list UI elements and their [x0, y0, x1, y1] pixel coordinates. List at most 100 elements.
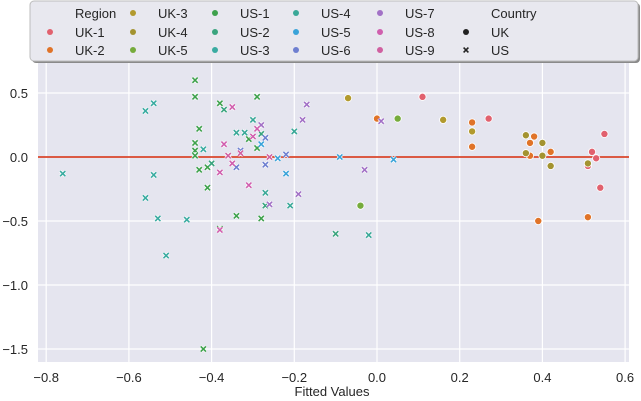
x-marker	[389, 155, 398, 164]
legend-marker-icon	[212, 29, 218, 35]
circle-marker	[393, 114, 402, 123]
circle-marker	[468, 142, 477, 151]
legend-label: US-7	[405, 6, 435, 21]
legend-entry: UK-4	[130, 25, 188, 40]
legend-entry: US-7	[377, 6, 435, 21]
x-marker	[191, 152, 199, 160]
circle-marker	[600, 129, 609, 138]
legend: Region UK-1 UK-2 UK-3 UK-4 UK-5 US-1 US-2 US-3 US…	[29, 0, 640, 63]
y-tick-label: 0.5	[10, 86, 28, 101]
legend-x-marker-icon	[463, 47, 469, 53]
y-tick-label: −1.5	[2, 342, 28, 357]
x-marker	[199, 145, 207, 153]
legend-entry: UK-5	[130, 43, 188, 58]
circle-marker	[546, 161, 555, 170]
x-marker	[261, 189, 270, 197]
circle-marker	[521, 131, 530, 140]
legend-label: UK-1	[75, 25, 105, 40]
x-marker	[203, 184, 212, 192]
x-marker	[199, 345, 207, 353]
x-marker	[336, 153, 344, 161]
x-marker	[59, 169, 67, 178]
circle-marker	[596, 183, 605, 192]
legend-label: Country	[491, 6, 537, 21]
x-tick-label: 0.0	[368, 370, 386, 385]
legend-title: Country	[491, 6, 537, 21]
circle-marker	[534, 216, 543, 225]
y-tick-label: −1.0	[2, 278, 28, 293]
x-marker	[257, 140, 265, 148]
legend-label: UK-2	[75, 43, 105, 58]
legend-entry: US	[463, 43, 509, 58]
x-marker	[286, 201, 294, 210]
x-tick-label: −0.2	[281, 370, 307, 385]
y-tick-label: 0.0	[10, 150, 28, 165]
legend-marker-icon	[212, 10, 218, 16]
x-marker	[232, 129, 241, 137]
x-marker	[282, 169, 290, 178]
legend-label: US-4	[321, 6, 351, 21]
x-marker	[191, 139, 199, 147]
x-marker	[224, 152, 232, 160]
x-marker	[216, 99, 224, 107]
legend-label: UK	[491, 25, 509, 40]
legend-label: UK-3	[158, 6, 188, 21]
x-marker	[241, 129, 249, 137]
plot-background	[38, 40, 629, 362]
x-marker	[141, 194, 150, 202]
x-marker	[228, 103, 236, 111]
x-marker	[220, 140, 228, 148]
legend-entry: US-3	[212, 43, 270, 58]
legend-label: US-6	[321, 43, 351, 58]
x-marker	[365, 231, 373, 239]
circle-marker	[468, 118, 477, 127]
x-marker	[377, 117, 385, 125]
y-tick-label: −0.5	[2, 214, 28, 229]
legend-label: US-5	[321, 25, 351, 40]
x-marker	[303, 100, 311, 109]
x-marker	[261, 161, 270, 169]
legend-marker-icon	[377, 10, 383, 16]
x-marker	[261, 134, 270, 142]
legend-marker-icon	[377, 29, 383, 35]
legend-label: UK-5	[158, 43, 188, 58]
legend-title: Region	[75, 6, 116, 21]
legend-label: Region	[75, 6, 116, 21]
circle-marker	[592, 154, 601, 163]
legend-entry: US-5	[293, 25, 351, 40]
legend-marker-icon	[130, 29, 136, 35]
x-marker	[232, 212, 241, 220]
x-marker	[265, 153, 274, 161]
legend-entry: US-6	[293, 43, 351, 58]
x-marker	[228, 159, 236, 168]
x-marker	[249, 116, 257, 124]
x-marker	[154, 214, 162, 223]
x-marker	[265, 200, 274, 209]
legend-marker-icon	[293, 10, 299, 16]
circle-marker	[418, 92, 427, 101]
legend-marker-icon	[212, 47, 218, 53]
x-tick-label: 0.2	[451, 370, 469, 385]
legend-label: UK-4	[158, 25, 188, 40]
x-tick-label: −0.6	[116, 370, 142, 385]
x-marker	[220, 105, 228, 114]
circle-marker	[439, 115, 448, 124]
circle-marker	[521, 149, 530, 158]
circle-marker	[538, 138, 547, 147]
x-marker	[216, 168, 224, 177]
x-marker	[282, 150, 290, 159]
legend-label: US-9	[405, 43, 435, 58]
circle-marker	[356, 201, 365, 210]
legend-entry: US-2	[212, 25, 270, 40]
circle-marker	[344, 94, 353, 103]
x-tick-label: −0.8	[33, 370, 59, 385]
x-marker	[274, 154, 282, 162]
x-marker	[249, 132, 257, 141]
x-tick-label: −0.4	[199, 370, 225, 385]
legend-entry: UK-1	[47, 25, 105, 40]
x-marker	[290, 127, 298, 136]
legend-marker-icon	[130, 10, 136, 16]
x-marker	[331, 230, 340, 238]
legend-marker-icon	[463, 29, 469, 35]
legend-marker-icon	[293, 29, 299, 35]
